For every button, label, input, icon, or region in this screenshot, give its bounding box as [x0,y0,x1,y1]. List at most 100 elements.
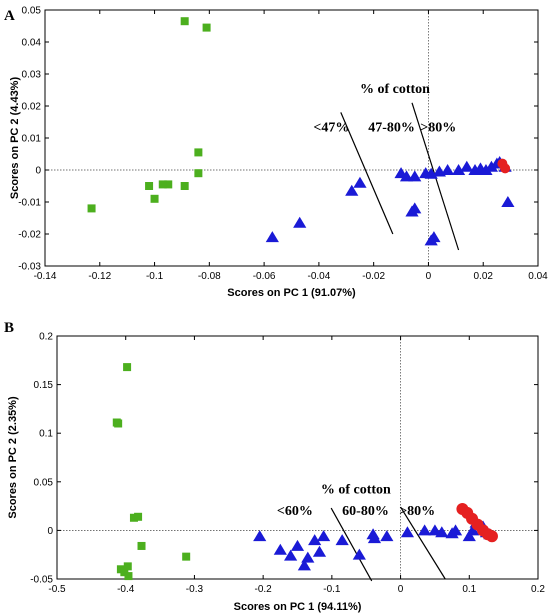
y-tick-label: -0.05 [30,575,53,586]
data-point-triangle [367,532,382,544]
data-point-triangle [448,524,463,536]
data-point-square [129,513,138,522]
x-tick-label: 0.1 [462,584,476,595]
divider-line [400,506,446,580]
data-point-square [180,182,189,190]
data-point-square [194,169,203,178]
data-point-triangle [284,549,298,561]
data-point-square [114,419,123,428]
data-point-triangle [462,530,476,542]
data-point-triangle [408,202,422,214]
data-point-square [145,182,154,190]
data-point-triangle [484,160,499,172]
data-point-triangle [335,534,349,546]
data-point-triangle [353,176,367,188]
x-tick-label: -0.08 [198,271,221,282]
cotton-region-label: 47-80% [368,121,415,136]
x-tick-label: -0.2 [255,584,273,595]
cotton-region-label: <60% [277,504,313,519]
y-tick-label: 0.1 [39,429,53,440]
data-point-square [202,23,211,32]
plot-frame [56,335,539,580]
data-point-triangle [441,163,455,175]
x-tick-label: -0.12 [88,271,111,282]
cotton-header: % of cotton [321,482,391,497]
x-tick-label: -0.3 [186,584,204,595]
y-axis-label: Scores on PC 2 (4.43%) [9,77,21,200]
data-point-triangle [435,526,449,538]
y-tick-label: -0.01 [18,198,41,209]
data-point-triangle [501,195,515,207]
y-tick-label: 0.04 [22,38,42,49]
panel-a-scatter-plot: A -0.14 -0.12 -0.1 -0.08 -0.06 -0.04 -0.02 0 0.02… [4,6,548,300]
data-point-triangle [345,184,359,196]
x-tick-label: -0.4 [117,584,135,595]
data-point-triangle [301,551,315,563]
data-point-triangle [427,231,441,243]
cotton-region-label: 60-80% [342,504,389,519]
data-point-square [124,572,133,581]
x-tick-label: -0.14 [34,271,57,282]
y-tick-label: 0.03 [22,70,42,81]
data-point-circle [500,163,511,174]
y-tick-label: -0.03 [18,262,41,273]
cotton-header: % of cotton [360,82,430,97]
cotton-region-label: >80% [420,121,456,136]
data-point-triangle [308,534,322,546]
x-tick-label: -0.1 [146,271,164,282]
cotton-region-label: <47% [313,121,349,136]
x-tick-label: -0.1 [323,584,341,595]
data-point-triangle [352,548,366,560]
data-point-square [87,204,96,213]
data-point-triangle [290,539,305,551]
data-point-triangle [380,530,394,542]
data-point-triangle [418,524,432,536]
data-point-square [137,541,146,550]
data-point-triangle [312,545,327,557]
data-point-square [194,148,203,157]
data-point-triangle [408,170,422,182]
panel-label: A [4,8,15,24]
x-tick-label: 0 [426,271,432,282]
data-point-triangle [253,530,267,542]
cotton-region-label: >80% [399,504,435,519]
x-tick-label: -0.5 [48,584,66,595]
data-point-triangle [293,216,307,228]
y-tick-label: 0.05 [34,477,54,488]
divider-line [340,112,394,235]
y-tick-label: 0.02 [22,102,42,113]
data-point-square [123,562,132,571]
x-tick-label: 0.04 [528,271,548,282]
y-axis-label: Scores on PC 2 (2.35%) [7,396,19,519]
data-point-triangle [265,231,279,243]
data-point-triangle [297,559,311,571]
x-axis-label: Scores on PC 1 (91.07%) [227,287,356,299]
data-point-square [158,180,167,189]
y-tick-label: 0.05 [22,6,42,17]
data-point-triangle [460,160,474,172]
plot-frame [44,9,539,267]
divider-line [330,507,373,582]
y-tick-label: 0.01 [22,134,42,145]
y-tick-label: 0 [47,526,53,537]
data-point-circle [485,530,498,543]
data-point-square [150,194,159,203]
panel-label: B [4,320,14,336]
data-point-square [134,512,143,521]
x-axis-label: Scores on PC 1 (94.11%) [234,601,362,613]
data-point-square [182,552,191,561]
x-tick-label: 0.2 [531,584,545,595]
data-point-triangle [273,543,287,555]
data-point-square [120,568,129,577]
x-tick-label: -0.04 [307,271,330,282]
x-tick-label: -0.02 [362,271,385,282]
data-point-triangle [479,163,493,175]
data-point-square [164,180,173,189]
y-tick-label: 0.15 [34,380,54,391]
data-point-triangle [466,524,480,536]
data-point-square [123,363,132,372]
data-point-triangle [451,163,466,175]
x-tick-label: 0.02 [473,271,493,282]
x-tick-label: -0.06 [253,271,276,282]
